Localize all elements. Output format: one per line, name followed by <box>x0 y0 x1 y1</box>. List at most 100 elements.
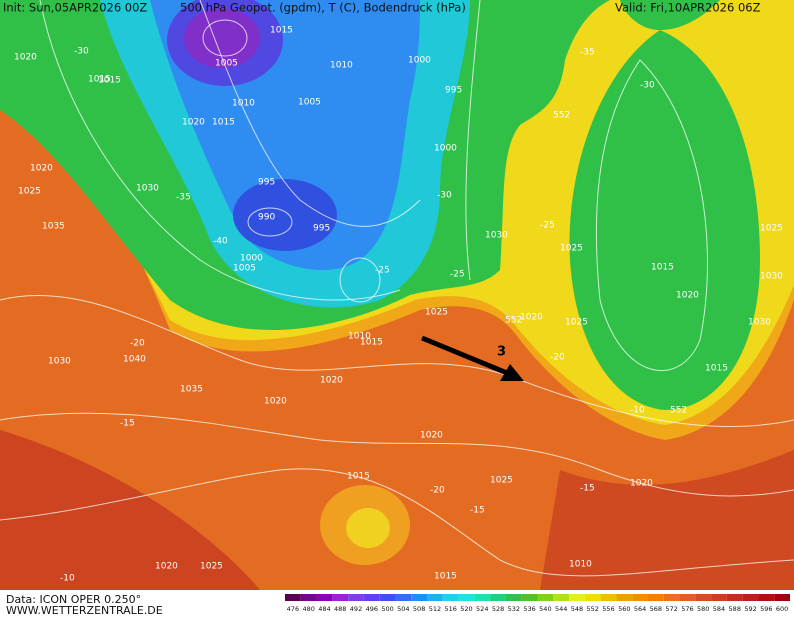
colorbar-label: 560 <box>618 605 630 613</box>
map-label: 1030 <box>136 184 159 194</box>
colorbar-swatch <box>300 594 317 601</box>
map-label: -35 <box>580 48 595 58</box>
colorbar-swatch <box>663 594 680 601</box>
map-label: 1015 <box>347 472 370 482</box>
map-label: 1025 <box>490 476 513 486</box>
map-label: -15 <box>470 506 485 516</box>
map-label: 995 <box>445 86 462 96</box>
colorbar-swatch <box>711 594 727 601</box>
warm-region <box>0 430 260 590</box>
map-label: 1025 <box>200 562 223 572</box>
map-label: 1015 <box>88 75 111 85</box>
map-label: 1020 <box>520 313 543 323</box>
colorbar-swatch <box>458 594 475 601</box>
map-label: 552 <box>553 111 570 121</box>
colorbar-label: 480 <box>302 605 314 613</box>
map-label: 1020 <box>676 291 699 301</box>
map-label: -30 <box>640 81 655 91</box>
map-label: -20 <box>130 339 145 349</box>
colorbar-swatch <box>411 594 428 601</box>
colorbar-label: 512 <box>429 605 441 613</box>
colorbar-swatch <box>537 594 554 601</box>
colorbar-swatch <box>379 594 396 601</box>
colorbar-label: 596 <box>760 605 772 613</box>
isobar <box>247 207 293 237</box>
map-label: 995 <box>258 178 275 188</box>
cold-region <box>620 0 720 30</box>
map-label: 1015 <box>434 572 457 582</box>
colorbar-label: 600 <box>776 605 788 613</box>
map-label: 1015 <box>98 76 121 86</box>
data-source: Data: ICON OPER 0.250° <box>6 593 141 606</box>
map-label: 1020 <box>420 431 443 441</box>
colorbar-label: 524 <box>476 605 488 613</box>
colorbar-swatch <box>285 594 301 601</box>
map-label: 1005 <box>298 98 321 108</box>
map-label: -10 <box>630 406 645 416</box>
map-label: -15 <box>580 484 595 494</box>
isobar <box>339 257 381 303</box>
colorbar-swatch <box>742 594 759 601</box>
colorbar-label: 492 <box>350 605 362 613</box>
isobars <box>0 0 794 577</box>
map-label: -30 <box>437 191 452 201</box>
isobar <box>0 468 794 577</box>
map-label: 1010 <box>569 560 592 570</box>
colorbar-swatch <box>726 594 743 601</box>
colorbar-label: 516 <box>444 605 456 613</box>
colorbar-swatch <box>442 594 459 601</box>
annotation: 3 <box>497 345 506 360</box>
colorbar-label: 504 <box>397 605 409 613</box>
colorbar-label: 592 <box>744 605 756 613</box>
map-label: 995 <box>313 224 330 234</box>
map-label: 1035 <box>180 385 203 395</box>
colorbar-swatch <box>647 594 664 601</box>
map-label: -35 <box>176 193 191 203</box>
map-label: 1020 <box>30 164 53 174</box>
map-label: 1010 <box>348 332 371 342</box>
map-label: 1020 <box>182 118 205 128</box>
map-label: 1015 <box>705 364 728 374</box>
isobar <box>595 59 708 372</box>
colorbar-label: 584 <box>713 605 725 613</box>
map-label: 1030 <box>760 272 783 282</box>
colorbar-swatch <box>332 594 349 601</box>
map-label: 1040 <box>123 355 146 365</box>
map-label: 1020 <box>155 562 178 572</box>
colorbar-label: 540 <box>539 605 551 613</box>
colorbar-label: 568 <box>650 605 662 613</box>
colorbar-swatch <box>505 594 522 601</box>
map-label: 1000 <box>408 56 431 66</box>
map-label: 1025 <box>425 308 448 318</box>
map-label: 1015 <box>270 26 293 36</box>
isobar <box>465 0 481 281</box>
map-label: -25 <box>375 266 390 276</box>
colorbar-swatch <box>521 594 538 601</box>
colorbar-swatch <box>584 594 601 601</box>
colorbar-swatch <box>695 594 712 601</box>
colorbar-label: 564 <box>634 605 646 613</box>
map-label: 1025 <box>560 244 583 254</box>
map-label: 1025 <box>18 187 41 197</box>
map-label: 1020 <box>264 397 287 407</box>
isobar <box>0 412 794 497</box>
map-label: 1030 <box>485 231 508 241</box>
colorbar-label: 552 <box>587 605 599 613</box>
colorbar-label: 588 <box>729 605 741 613</box>
colorbar-label: 496 <box>366 605 378 613</box>
init-time: Init: Sun,05APR2026 00Z <box>3 1 147 15</box>
colorbar-swatch <box>316 594 333 601</box>
trough <box>233 179 337 251</box>
map-label: -25 <box>540 221 555 231</box>
colorbar-swatch <box>427 594 443 601</box>
map-label: -30 <box>74 47 89 57</box>
isobar <box>202 19 248 57</box>
map-label: 1015 <box>651 263 674 273</box>
map-label: 1010 <box>330 61 353 71</box>
colorbar-label: 536 <box>523 605 535 613</box>
colorbar-swatch <box>774 594 790 601</box>
map-label: 1000 <box>240 254 263 264</box>
map-label: -20 <box>550 353 565 363</box>
colorbar-swatch <box>348 594 364 601</box>
